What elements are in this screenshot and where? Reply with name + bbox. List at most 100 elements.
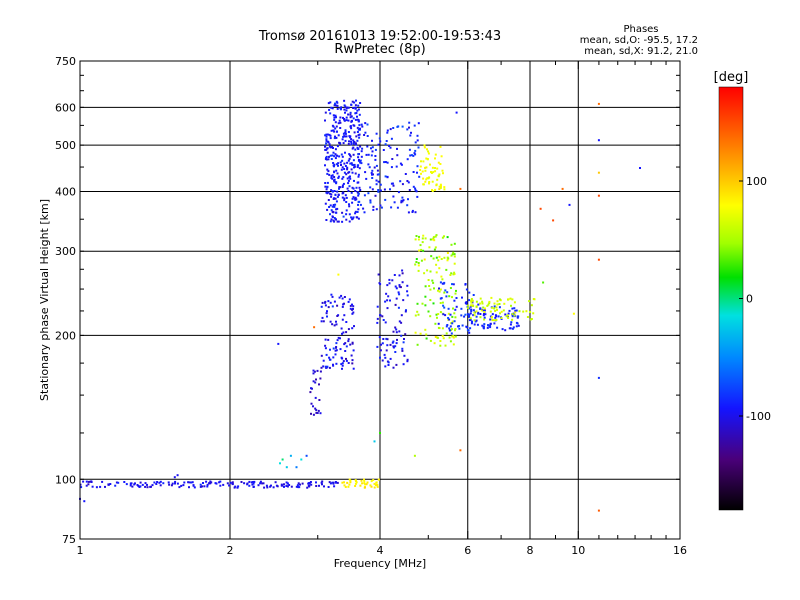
data-point [357,175,360,178]
data-point [371,139,373,142]
data-point [350,143,353,146]
data-point [421,237,424,240]
data-point [331,107,334,110]
data-point [449,340,452,343]
data-point [454,292,457,295]
data-point [348,483,351,486]
data-point [288,484,291,486]
data-point [439,311,442,314]
data-point [345,321,348,323]
data-point [425,178,428,181]
data-point [417,264,420,267]
data-point [381,342,384,345]
data-point [334,114,337,117]
y-axis: 75 100 200 300 400 500 600 750 [55,55,680,546]
data-point [336,315,339,317]
data-point [344,342,347,345]
data-point [346,187,349,190]
data-point [344,129,347,132]
data-point [354,112,357,115]
data-point [336,207,339,210]
data-point [347,113,350,116]
data-point [376,173,379,176]
data-point [441,169,444,172]
data-point [390,137,393,140]
data-point [448,318,451,321]
data-point [394,303,397,306]
data-point [437,313,440,315]
data-point [498,298,501,301]
data-point [415,258,418,260]
data-point [468,291,471,294]
data-point [335,182,338,185]
data-point [326,365,329,368]
data-point [252,486,255,488]
data-point [397,191,400,194]
data-point [176,482,179,485]
data-point [350,140,352,143]
data-point [243,482,246,485]
data-point [402,341,405,344]
data-point [509,323,512,326]
data-point [269,485,272,488]
data-point [340,363,343,366]
data-point [379,349,382,352]
data-point [319,370,322,373]
data-point [435,183,438,186]
data-point [469,317,472,320]
data-point [389,146,392,149]
data-point [371,150,374,153]
data-point [375,164,378,167]
data-point [352,139,355,142]
data-point [151,484,154,487]
data-point [144,482,147,485]
data-point [401,183,404,186]
data-point [308,482,311,485]
data-point [475,315,478,318]
data-point [371,173,373,176]
data-point [173,476,176,479]
data-point [316,412,319,414]
data-point [369,186,372,189]
data-point [354,198,357,201]
data-point [370,480,373,483]
data-point [187,481,190,484]
data-point [401,125,404,128]
data-point [176,474,179,477]
data-point [420,248,423,251]
data-point [355,135,358,138]
data-point [450,272,453,275]
data-point [351,359,354,362]
data-point [418,249,421,252]
data-point [159,484,162,487]
data-point [424,304,427,307]
data-point [399,180,402,183]
data-point [305,454,308,457]
data-point [341,362,344,365]
data-point [341,332,343,335]
data-point [265,484,268,487]
data-point [487,303,490,306]
data-point [259,482,262,485]
data-point [346,161,349,164]
data-point [347,300,350,303]
data-point [248,480,251,483]
data-point [452,283,455,286]
data-point [337,162,340,165]
data-point [496,303,499,306]
data-point [330,158,333,160]
data-point [422,177,425,180]
data-point [406,360,409,363]
data-point [363,486,366,489]
data-point [402,299,405,302]
data-point [299,483,301,486]
data-point [115,481,118,484]
data-point [433,248,436,251]
data-point [336,104,339,107]
data-point [505,315,508,318]
data-point [529,311,532,313]
data-point [528,300,531,303]
data-point [436,167,439,170]
data-point [345,331,348,334]
data-point [339,127,342,129]
